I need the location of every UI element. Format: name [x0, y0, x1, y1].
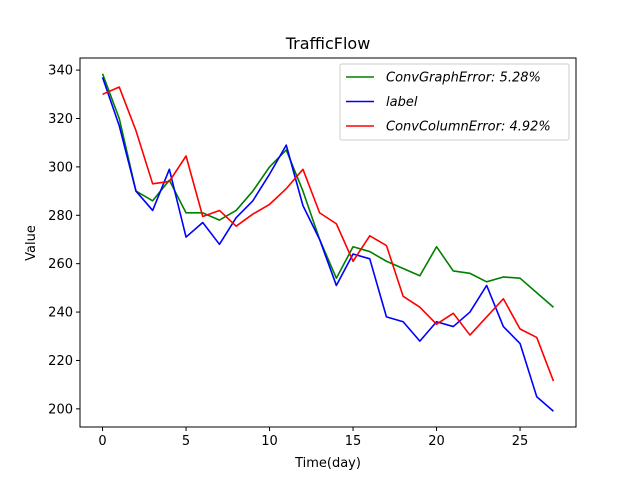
- legend-label-2: ConvColumnError: 4.92%: [386, 120, 551, 135]
- series-line-1: [101, 77, 554, 412]
- y-tick-label: 320: [48, 112, 73, 127]
- x-tick-label: 20: [428, 434, 445, 449]
- x-tick-label: 15: [345, 434, 362, 449]
- legend-box: [339, 63, 570, 141]
- legend-label-0: ConvGraphError: 5.28%: [386, 71, 541, 86]
- x-axis: 0 5 10 15 20 25: [98, 427, 528, 449]
- series-line-0: [101, 73, 554, 308]
- x-tick-label: 0: [98, 434, 106, 449]
- y-tick-label: 300: [48, 160, 73, 175]
- x-axis-label: Time(day): [294, 456, 361, 471]
- y-tick-label: 240: [48, 306, 73, 321]
- legend-label-1: label: [386, 95, 418, 110]
- series-line-2: [102, 86, 555, 382]
- y-tick-label: 340: [48, 64, 73, 79]
- legend: ConvGraphError: 5.28% label ConvColumnErro…: [339, 63, 570, 141]
- y-axis: 200 220 240 260 280 300 320 340: [48, 64, 80, 417]
- y-tick-label: 280: [48, 209, 73, 224]
- x-tick-label: 5: [182, 434, 190, 449]
- y-tick-label: 260: [48, 257, 73, 272]
- y-tick-label: 220: [48, 354, 73, 369]
- y-tick-label: 200: [48, 402, 73, 417]
- plot-frame: [79, 57, 577, 428]
- chart-title: TrafficFlow: [285, 34, 371, 53]
- x-tick-label: 25: [512, 434, 529, 449]
- x-tick-label: 10: [261, 434, 278, 449]
- y-axis-label: Value: [24, 225, 39, 261]
- plot-lines: [101, 73, 555, 412]
